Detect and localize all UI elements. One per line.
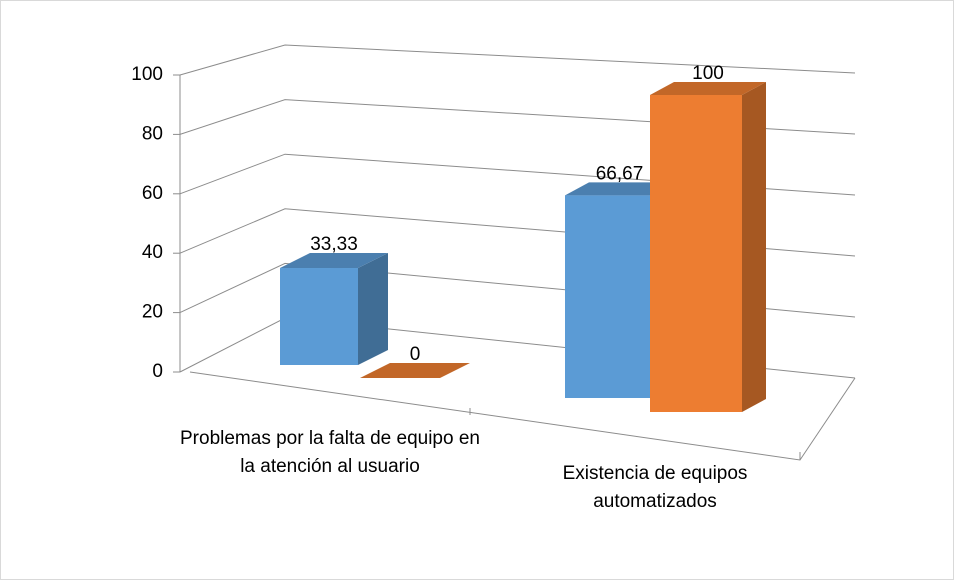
y-tick-label: 60 <box>142 183 163 204</box>
y-tick-label: 80 <box>142 123 163 144</box>
data-label: 33,33 <box>310 234 358 255</box>
bar-top <box>565 182 674 196</box>
data-label: 100 <box>692 63 724 84</box>
x-tick-label-box: Problemas por la falta de equipo en la a… <box>180 428 480 477</box>
bar-top <box>280 253 388 269</box>
y-tick-label: 20 <box>142 302 163 323</box>
bar-side <box>358 253 388 365</box>
bar-top <box>360 363 470 378</box>
bar-front <box>280 268 358 365</box>
bar-front <box>650 95 742 412</box>
bar <box>650 82 766 412</box>
data-label: 0 <box>410 344 421 365</box>
y-tick-label: 40 <box>142 242 163 263</box>
data-label: 66,67 <box>596 163 644 184</box>
x-tick-label: Existencia de equipos automatizados <box>562 463 748 512</box>
x-tick-label: Problemas por la falta de equipo en la a… <box>180 428 480 477</box>
y-tick-label: 0 <box>152 361 163 382</box>
bar-front <box>565 195 650 398</box>
grid-line <box>179 44 856 76</box>
bar-side <box>742 82 766 412</box>
x-tick-label-box: Existencia de equipos automatizados <box>562 463 748 512</box>
bar <box>360 363 470 378</box>
bar <box>280 253 388 365</box>
bar-top <box>650 82 766 95</box>
y-tick-label: 100 <box>131 64 163 85</box>
